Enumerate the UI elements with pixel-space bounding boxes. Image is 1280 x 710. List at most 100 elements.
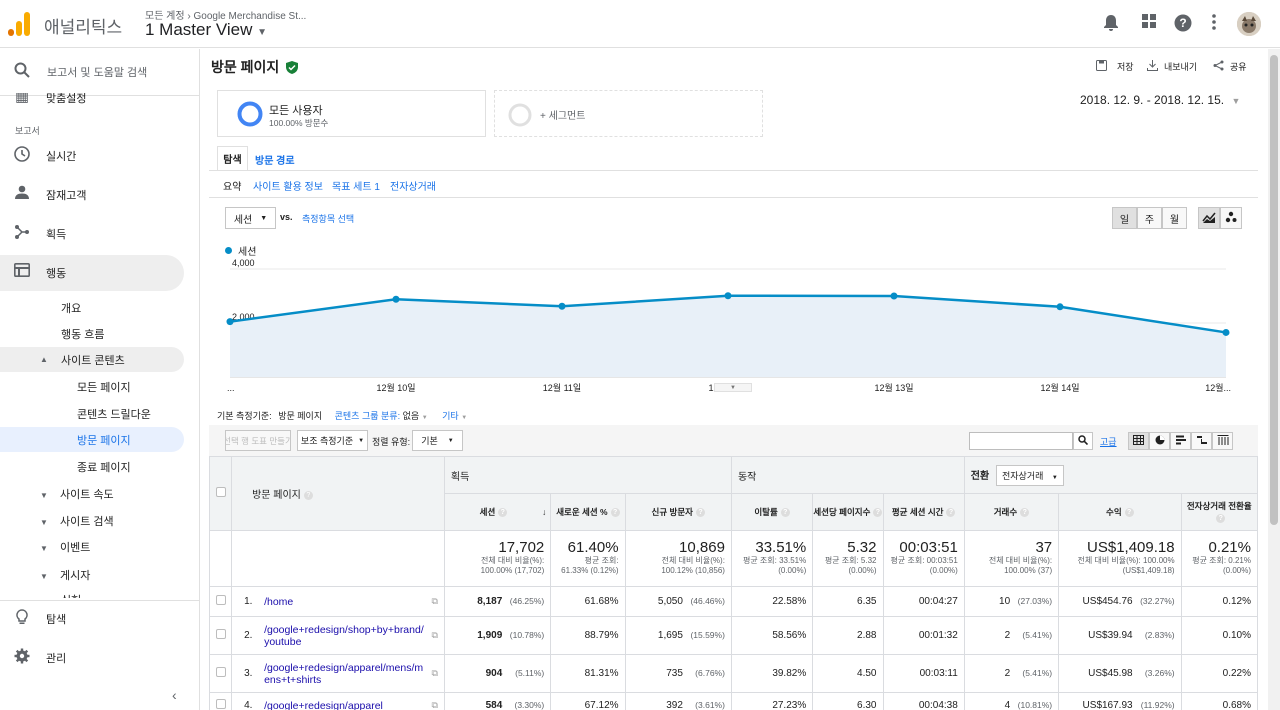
plot-rows-button[interactable]: 선택 행 도표 만들기 (225, 430, 291, 451)
col-header-pages-per-session[interactable]: 세션당 페이지수? (812, 493, 884, 531)
data-point[interactable] (392, 295, 400, 303)
landing-page-link[interactable]: /google+redesign/shop+by+brand/youtube (264, 623, 424, 648)
col-header-avg-session-duration[interactable]: 평균 세션 시간? (882, 493, 965, 531)
sidebar-item-publisher[interactable]: ▼ 게시자 (40, 570, 91, 582)
other-dimension-link[interactable]: 기타 (442, 411, 459, 421)
month-button[interactable]: 월 (1162, 207, 1187, 229)
select-metric-link[interactable]: 측정항목 선택 (302, 214, 355, 224)
landing-page-link[interactable]: /home (264, 595, 294, 608)
table-search-button[interactable] (1073, 432, 1093, 450)
sidebar-item-admin[interactable]: 관리 (0, 640, 184, 676)
sidebar-item-exit-pages[interactable]: 종료 페이지 (77, 462, 131, 474)
open-in-new-icon[interactable]: ⧉ (431, 668, 438, 678)
open-in-new-icon[interactable]: ⧉ (431, 596, 438, 606)
col-header-new-users[interactable]: 신규 방문자? (624, 493, 732, 531)
content-group-value[interactable]: 없음 (402, 411, 420, 421)
help-icon[interactable]: ? (946, 508, 956, 518)
bell-icon[interactable] (1101, 14, 1121, 34)
row-checkbox[interactable] (215, 667, 226, 677)
chevron-left-icon[interactable]: ‹ (172, 687, 177, 703)
table-search-input[interactable] (969, 432, 1073, 450)
pie-view-button[interactable] (1149, 432, 1170, 450)
sidebar-item-landing-pages[interactable]: 방문 페이지 (0, 427, 184, 452)
sidebar-item-audience[interactable]: 잠재고객 (0, 177, 184, 213)
view-selector[interactable]: 1 Master View ▼ (145, 20, 267, 40)
sidebar-item-site-search[interactable]: ▼ 사이트 검색 (40, 516, 114, 528)
data-point[interactable] (890, 292, 898, 300)
week-button[interactable]: 주 (1137, 207, 1162, 229)
account-crumb[interactable]: 모든 계정 (145, 11, 185, 22)
sidebar-item-all-pages[interactable]: 모든 페이지 (77, 382, 131, 394)
analytics-logo[interactable] (8, 12, 30, 36)
sidebar-item-behavior[interactable]: 행동 (0, 255, 184, 291)
data-point[interactable] (226, 318, 234, 326)
subtab-goal-set[interactable]: 목표 세트 1 (332, 182, 380, 193)
sidebar-item-drilldown[interactable]: 콘텐츠 드릴다운 (77, 409, 151, 421)
help-icon[interactable]: ? (1216, 514, 1226, 524)
secondary-dimension-select[interactable]: 보조 측정기준 ▼ (297, 430, 368, 451)
add-segment-button[interactable]: + 세그먼트 (494, 90, 763, 137)
page-scrollbar[interactable] (1268, 49, 1280, 710)
table-view-button[interactable] (1128, 432, 1149, 450)
subtab-ecommerce[interactable]: 전자상거래 (390, 182, 436, 193)
help-icon[interactable]: ? (695, 508, 705, 518)
sidebar-item-acquisition[interactable]: 획득 (0, 216, 184, 252)
help-icon[interactable]: ? (873, 508, 883, 518)
data-point[interactable] (1056, 303, 1064, 311)
breadcrumb[interactable]: 모든 계정 › Google Merchandise St... (145, 7, 306, 22)
motion-chart-button[interactable] (1220, 207, 1242, 229)
comparison-view-button[interactable] (1191, 432, 1212, 450)
metric-select[interactable]: 세션 ▼ (225, 207, 276, 229)
row-checkbox[interactable] (215, 595, 226, 605)
data-point[interactable] (1222, 328, 1230, 336)
select-all-checkbox[interactable] (215, 487, 226, 497)
segment-all-users[interactable]: 모든 사용자 100.00% 방문수 (217, 90, 486, 137)
advanced-filter-link[interactable]: 고급 (1100, 437, 1117, 447)
col-header-new-sessions-pct[interactable]: 새로운 세션 %? (550, 493, 626, 531)
help-icon[interactable]: ? (610, 508, 620, 518)
data-point[interactable] (724, 292, 732, 300)
col-header-sessions[interactable]: 세션? ↓ (443, 493, 552, 531)
help-icon[interactable]: ? (780, 508, 790, 518)
more-vert-icon[interactable] (1204, 14, 1224, 34)
tab-explorer[interactable]: 탐색 (217, 146, 248, 170)
open-in-new-icon[interactable]: ⧉ (431, 630, 438, 640)
help-icon[interactable]: ? (498, 508, 508, 518)
col-header-bounce-rate[interactable]: 이탈률? (730, 493, 814, 531)
sidebar-item-realtime[interactable]: 실시간 (0, 138, 184, 174)
sidebar-item-overview[interactable]: 개요 (61, 303, 82, 315)
data-point[interactable] (558, 302, 566, 310)
open-in-new-icon[interactable]: ⧉ (431, 700, 438, 710)
share-button[interactable]: 공유 (1213, 60, 1247, 73)
sidebar-item-experiments[interactable]: 실험 (61, 592, 81, 598)
sidebar-item-flow[interactable]: 행동 흐름 (61, 329, 105, 341)
search-reports[interactable]: 보고서 및 도움말 검색 (0, 54, 184, 90)
content-group-label[interactable]: 콘텐츠 그룹 분류: (334, 411, 401, 421)
landing-page-link[interactable]: /google+redesign/apparel/mens/mens+t+shi… (264, 661, 424, 686)
primary-dimension[interactable]: 방문 페이지 (278, 411, 323, 421)
pivot-view-button[interactable] (1212, 432, 1233, 450)
date-range-picker[interactable]: 2018. 12. 9. - 2018. 12. 15. ▼ (1080, 93, 1241, 107)
help-icon[interactable]: ? (303, 490, 313, 500)
avatar[interactable] (1237, 12, 1261, 36)
sidebar-item-site-content[interactable]: ▲ 사이트 콘텐츠 (0, 347, 184, 372)
conversion-select[interactable]: 전자상거래 ▼ (995, 464, 1064, 486)
chart-resize-handle[interactable]: ▼ (714, 383, 752, 392)
help-icon[interactable]: ? (1173, 14, 1193, 34)
row-checkbox[interactable] (215, 699, 226, 709)
line-chart-button[interactable] (1198, 207, 1220, 229)
property-crumb[interactable]: Google Merchandise St... (193, 11, 307, 22)
scrollbar-thumb[interactable] (1270, 55, 1278, 525)
sidebar-item-discover[interactable]: 탐색 (0, 601, 184, 637)
col-header-transactions[interactable]: 거래수? (963, 493, 1060, 531)
sort-select[interactable]: 기본 ▼ (412, 430, 463, 451)
apps-grid-icon[interactable] (1139, 14, 1159, 34)
subtab-site-usage[interactable]: 사이트 활용 정보 (253, 182, 323, 193)
col-header-revenue[interactable]: 수익? (1058, 493, 1182, 531)
sidebar-item-customization[interactable]: ▦ 맞춤설정 (0, 93, 184, 107)
export-button[interactable]: 내보내기 (1147, 60, 1197, 73)
sidebar-item-site-speed[interactable]: ▼ 사이트 속도 (40, 489, 114, 501)
help-icon[interactable]: ? (1124, 508, 1134, 518)
landing-page-link[interactable]: /google+redesign/apparel (264, 699, 383, 710)
day-button[interactable]: 일 (1112, 207, 1137, 229)
